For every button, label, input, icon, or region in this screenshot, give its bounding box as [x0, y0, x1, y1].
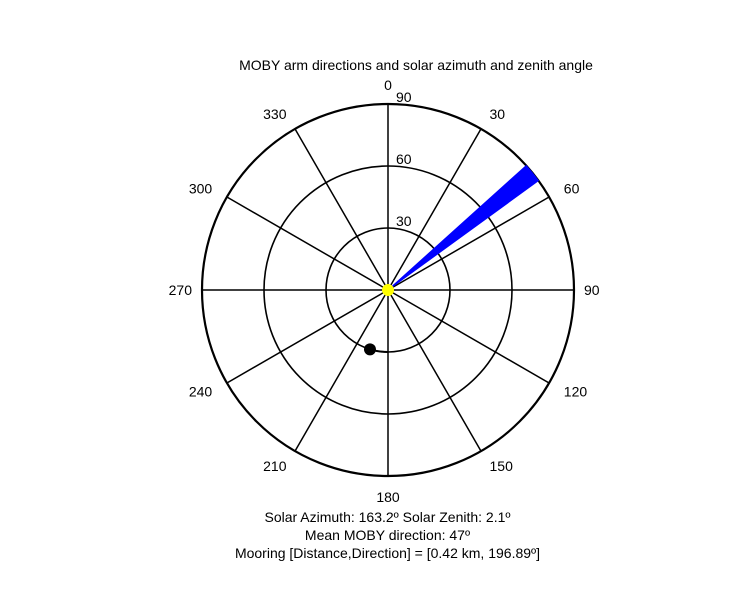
solar-info: Solar Azimuth: 163.2º Solar Zenith: 2.1º	[264, 509, 511, 525]
tick-labels: 0 30 60 90 120 150 180 210 240 270 300 330 90 60 30	[169, 77, 600, 505]
grid-spoke-240	[226, 289, 389, 384]
angle-label-0: 0	[384, 77, 392, 93]
grid-spoke-150	[387, 289, 482, 452]
mooring-info: Mooring [Distance,Direction] = [0.42 km,…	[234, 545, 541, 561]
grid-spoke-330	[294, 128, 389, 291]
mooring-point	[363, 343, 376, 356]
angle-label-120: 120	[564, 384, 588, 400]
arm-direction-wedge	[387, 164, 540, 291]
grid-spoke-30	[387, 128, 482, 291]
radial-label-30: 30	[396, 213, 412, 229]
grid-spoke-210	[294, 289, 389, 452]
angle-label-240: 240	[189, 384, 213, 400]
angle-label-60: 60	[564, 181, 580, 197]
mean-direction-marker	[382, 284, 394, 296]
angle-label-150: 150	[490, 458, 514, 474]
radial-label-60: 60	[396, 151, 412, 167]
polar-grid	[200, 102, 576, 478]
grid-spoke-300	[226, 196, 389, 291]
angle-label-330: 330	[263, 106, 287, 122]
angle-label-270: 270	[169, 282, 193, 298]
angle-label-30: 30	[490, 106, 506, 122]
angle-label-210: 210	[263, 458, 287, 474]
chart-marks	[363, 164, 540, 356]
chart-title: MOBY arm directions and solar azimuth an…	[239, 57, 593, 73]
radial-label-90: 90	[396, 89, 412, 105]
grid-spoke-120	[387, 289, 550, 384]
grid-spoke-60	[387, 196, 550, 291]
angle-label-180: 180	[376, 489, 400, 505]
mean-direction-info: Mean MOBY direction: 47º	[304, 527, 471, 543]
angle-label-90: 90	[584, 282, 600, 298]
angle-label-300: 300	[189, 181, 213, 197]
